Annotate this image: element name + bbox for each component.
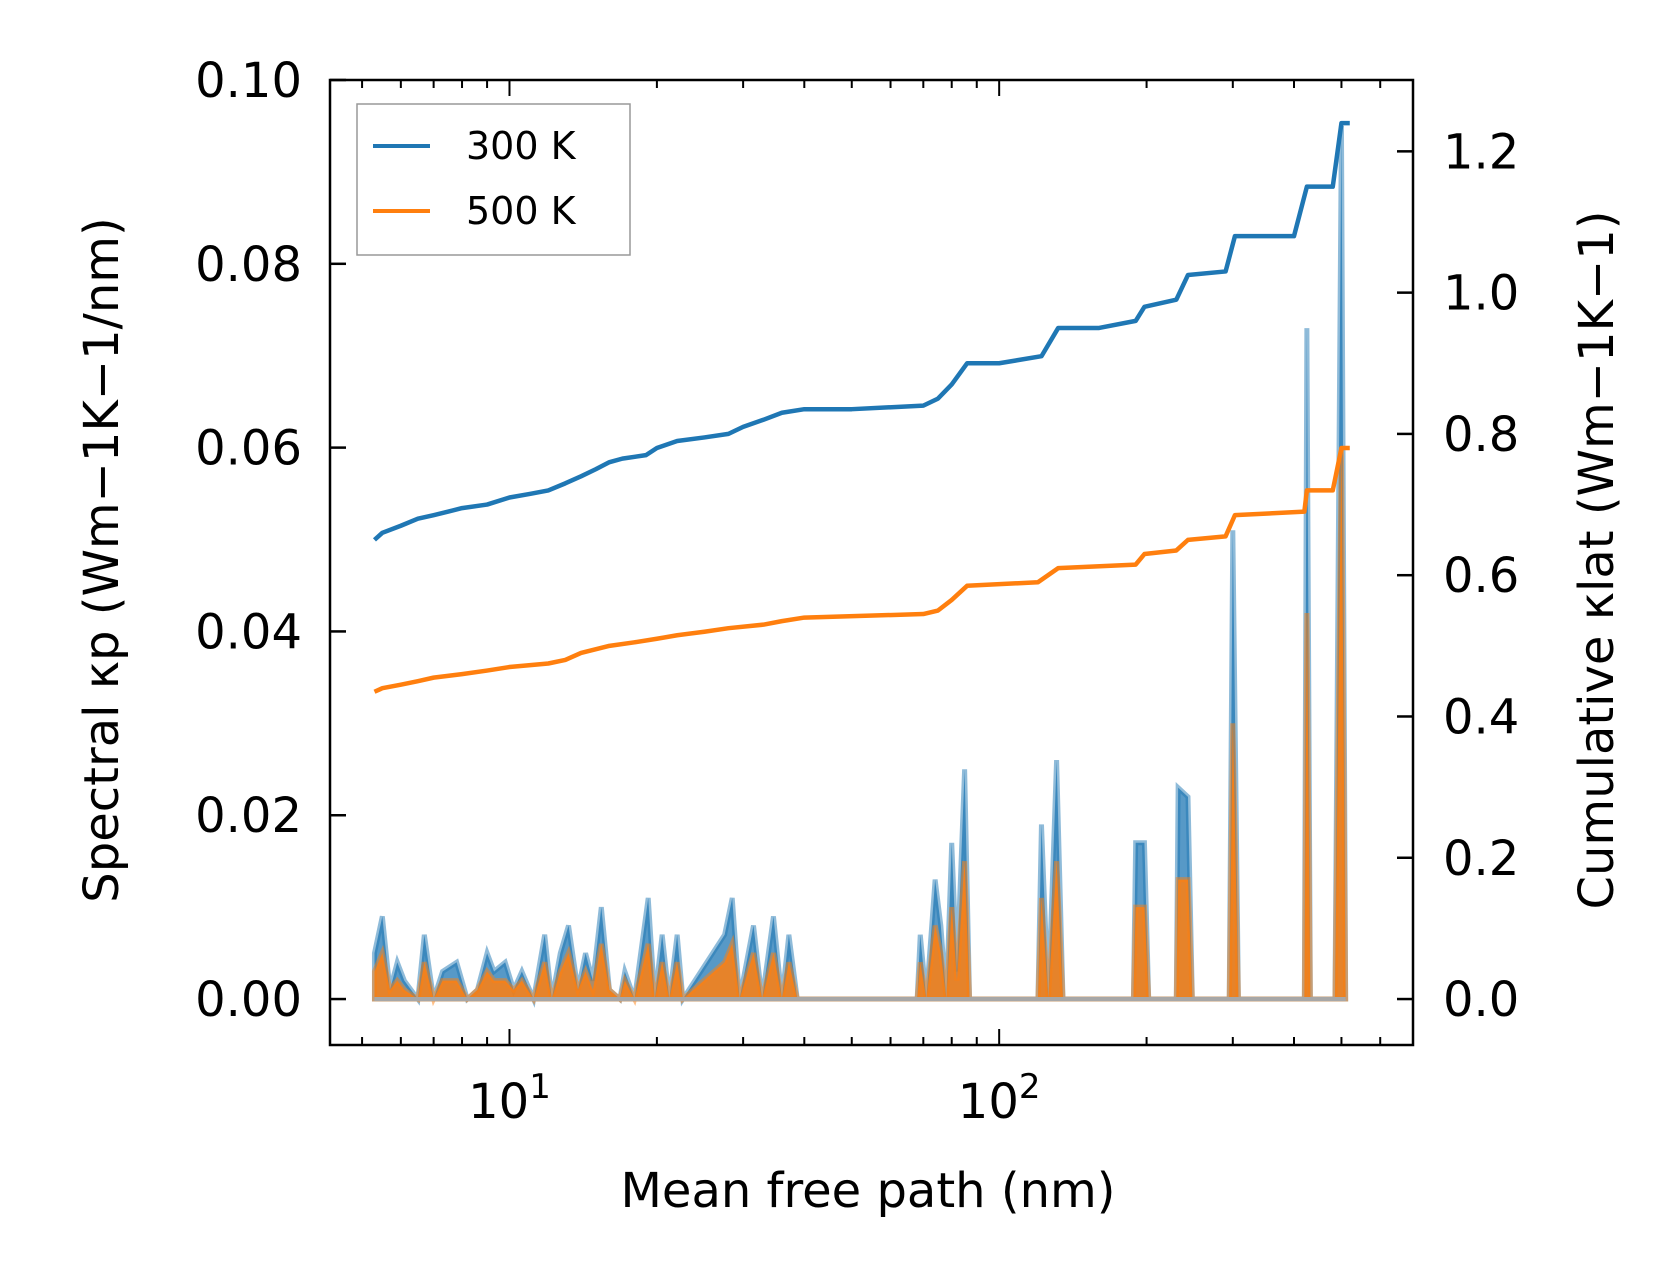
x-axis-label: Mean free path (nm)	[621, 1163, 1116, 1219]
y-right-tick-label: 1.0	[1443, 266, 1519, 322]
y-left-tick-label: 0.02	[195, 788, 302, 844]
plot-frame	[328, 78, 1415, 1047]
y-left-tick-label: 0.10	[195, 53, 302, 109]
y-left-tick-label: 0.04	[195, 604, 302, 660]
axes: 0.00 0.02 0.04 0.06 0.08 0.10 0.0 0.2 0.4 0.6 0.8 1…	[195, 53, 1519, 1130]
cumulative-line-500k	[373, 445, 1350, 694]
y-right-tick-label: 0.8	[1443, 407, 1519, 463]
legend-label-500k: 500 K	[466, 189, 577, 233]
y-axis-right-label: Cumulative κlat (Wm−1K−1)	[1569, 211, 1625, 910]
spectral-area-500k	[371, 447, 1349, 1007]
y-right-tick-label: 0.2	[1443, 831, 1519, 887]
spectral-fills	[371, 125, 1349, 1008]
cumulative-lines	[372, 120, 1350, 694]
y-left-tick-label: 0.00	[195, 972, 302, 1028]
y-left-tick-label: 0.06	[195, 421, 302, 477]
y-left-tick-label: 0.08	[195, 237, 302, 293]
y-right-tick-label: 0.0	[1443, 972, 1519, 1028]
x-tick-label: 102	[958, 1067, 1041, 1130]
legend-frame	[356, 103, 631, 256]
y-right-tick-label: 0.6	[1443, 548, 1519, 604]
x-tick-label: 101	[468, 1067, 551, 1130]
legend-label-300k: 300 K	[466, 124, 577, 168]
y-right-tick-label: 1.2	[1443, 124, 1519, 180]
legend: 300 K 500 K	[356, 103, 631, 256]
cumulative-line-300k	[372, 120, 1350, 542]
y-axis-left-label: Spectral κp (Wm−1K−1/nm)	[74, 217, 130, 902]
y-right-tick-label: 0.4	[1443, 689, 1519, 745]
spectral-area-300k	[371, 125, 1349, 1008]
